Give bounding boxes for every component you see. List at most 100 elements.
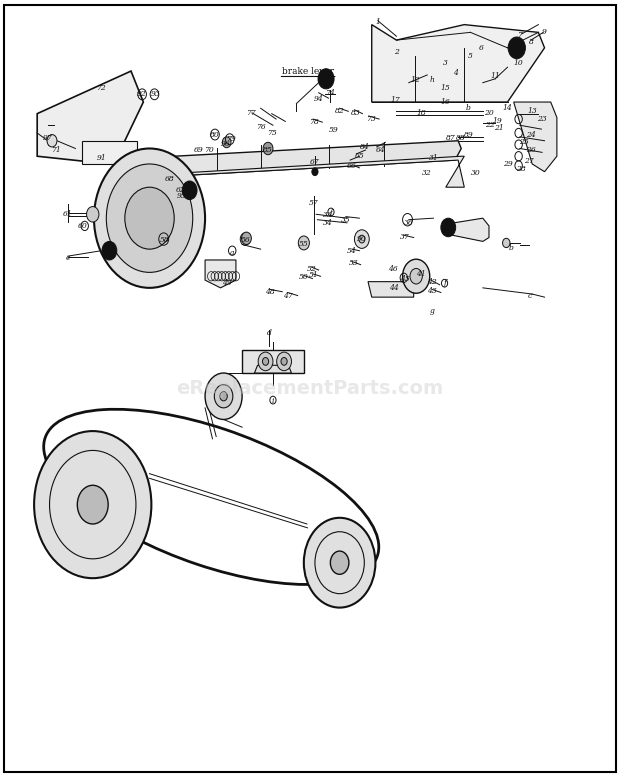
Circle shape <box>106 164 193 273</box>
Text: 88: 88 <box>456 134 466 141</box>
Text: 50: 50 <box>299 273 309 281</box>
Circle shape <box>182 181 197 200</box>
Text: 23: 23 <box>537 115 547 123</box>
Text: a: a <box>230 249 234 257</box>
Text: 36: 36 <box>404 219 414 227</box>
Text: 73: 73 <box>366 115 375 123</box>
Text: 26: 26 <box>526 146 536 154</box>
Circle shape <box>503 239 510 248</box>
Circle shape <box>318 68 334 89</box>
Text: 6: 6 <box>479 44 484 52</box>
Circle shape <box>220 392 228 401</box>
Text: 32: 32 <box>422 169 432 177</box>
Text: 74: 74 <box>325 89 335 97</box>
Text: 11: 11 <box>490 71 500 80</box>
Text: 75: 75 <box>267 129 277 137</box>
Text: 59: 59 <box>329 126 339 134</box>
Polygon shape <box>205 260 236 287</box>
Text: 41: 41 <box>416 270 426 278</box>
Text: g: g <box>430 307 435 315</box>
Circle shape <box>355 230 370 249</box>
Text: 76: 76 <box>255 123 265 131</box>
Text: 53: 53 <box>348 259 358 267</box>
Circle shape <box>94 148 205 287</box>
Text: 51: 51 <box>309 271 319 280</box>
Text: 61: 61 <box>63 210 73 218</box>
Polygon shape <box>177 156 464 187</box>
Text: 64: 64 <box>376 146 385 154</box>
Text: 3: 3 <box>443 59 448 68</box>
Text: 96: 96 <box>221 140 231 148</box>
Text: 30: 30 <box>471 169 480 177</box>
Circle shape <box>441 218 456 237</box>
Text: 90: 90 <box>356 235 366 243</box>
Circle shape <box>508 37 525 59</box>
Text: brake lever: brake lever <box>282 67 334 75</box>
Text: 89: 89 <box>464 131 474 138</box>
Polygon shape <box>242 350 304 373</box>
Polygon shape <box>37 71 143 164</box>
Text: 49: 49 <box>223 279 232 287</box>
Text: 77: 77 <box>247 109 256 117</box>
Circle shape <box>277 352 291 371</box>
Text: 37: 37 <box>400 233 410 241</box>
Polygon shape <box>372 25 544 102</box>
Circle shape <box>304 517 376 608</box>
Text: 55: 55 <box>299 241 309 249</box>
Circle shape <box>258 352 273 371</box>
Text: 38: 38 <box>443 225 453 233</box>
Polygon shape <box>514 102 557 172</box>
Text: 34: 34 <box>322 219 332 227</box>
Text: 58: 58 <box>160 236 170 244</box>
Text: 29: 29 <box>503 160 512 168</box>
Text: 16: 16 <box>441 98 451 106</box>
Circle shape <box>330 551 349 574</box>
Text: 21: 21 <box>494 124 503 132</box>
Circle shape <box>215 385 233 408</box>
Polygon shape <box>82 141 137 164</box>
Circle shape <box>87 207 99 222</box>
Text: 25: 25 <box>519 138 528 146</box>
Text: 92: 92 <box>137 90 147 99</box>
Text: 47: 47 <box>283 291 293 300</box>
Text: c: c <box>528 291 532 300</box>
Text: 33: 33 <box>322 211 332 219</box>
Text: 7: 7 <box>518 31 522 40</box>
Polygon shape <box>254 365 291 373</box>
Circle shape <box>125 187 174 249</box>
Text: 20: 20 <box>484 109 494 117</box>
Text: 19: 19 <box>493 117 503 124</box>
Text: 5: 5 <box>468 51 473 60</box>
Text: 54: 54 <box>347 246 357 255</box>
Text: 35: 35 <box>341 216 351 224</box>
Text: 62: 62 <box>175 186 185 194</box>
Circle shape <box>223 137 231 148</box>
Text: 44: 44 <box>389 284 399 292</box>
Text: 65: 65 <box>355 152 365 160</box>
Text: 83: 83 <box>351 109 361 117</box>
Text: f: f <box>443 279 446 287</box>
Text: 1: 1 <box>376 18 380 26</box>
Text: 85: 85 <box>263 146 273 154</box>
Polygon shape <box>171 141 461 176</box>
Polygon shape <box>445 218 489 242</box>
Circle shape <box>241 232 251 245</box>
Text: 45: 45 <box>400 274 410 283</box>
Polygon shape <box>137 164 177 199</box>
Circle shape <box>205 373 242 420</box>
Text: i: i <box>272 397 274 405</box>
Circle shape <box>298 236 309 250</box>
Text: f: f <box>330 209 332 217</box>
Text: 72: 72 <box>97 84 106 92</box>
Text: 84: 84 <box>360 143 369 151</box>
Text: 69: 69 <box>194 146 204 154</box>
Text: b: b <box>509 244 513 252</box>
Circle shape <box>263 142 273 155</box>
Text: 52: 52 <box>306 265 316 274</box>
Text: eReplacementParts.com: eReplacementParts.com <box>176 379 444 398</box>
Circle shape <box>410 269 422 284</box>
Text: 70: 70 <box>204 146 214 154</box>
Circle shape <box>78 486 108 524</box>
Text: 94: 94 <box>314 95 324 103</box>
Text: 28: 28 <box>516 165 526 172</box>
